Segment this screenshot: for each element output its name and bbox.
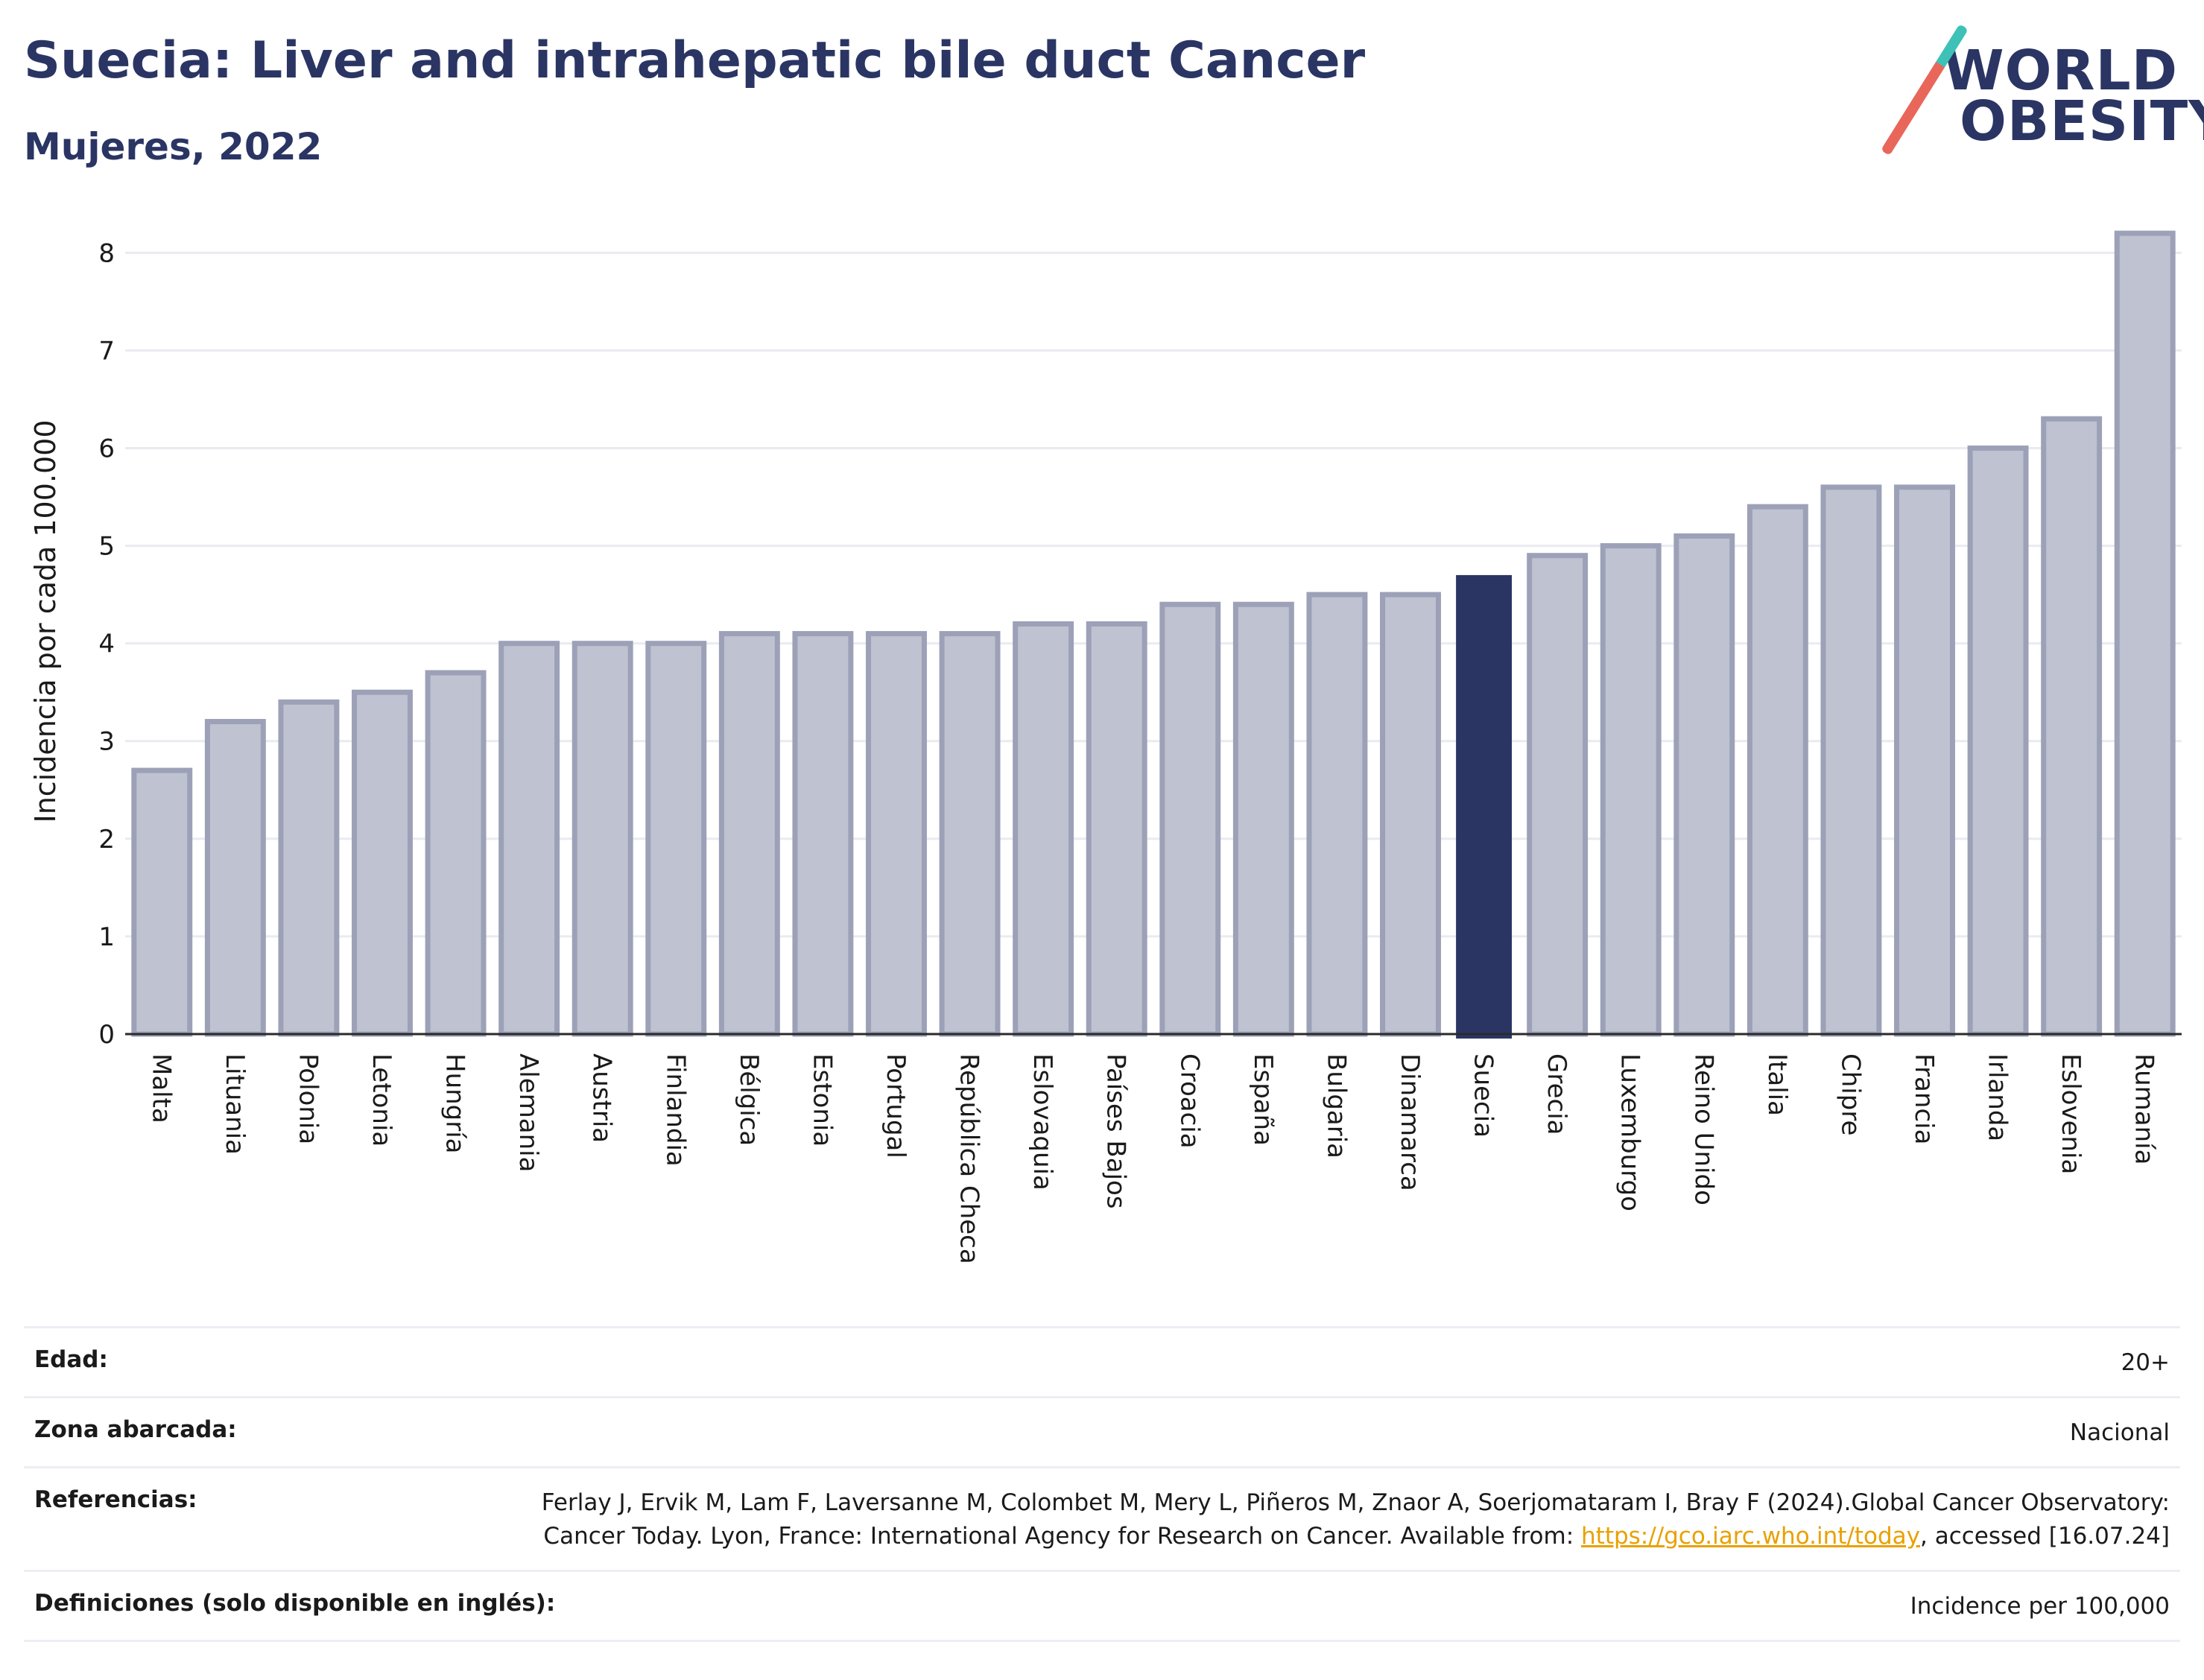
bar-suecia	[1456, 575, 1512, 1039]
bar-países-bajos	[1089, 624, 1144, 1034]
bar-letonia	[355, 692, 411, 1034]
bar-república-checa	[942, 634, 998, 1034]
meta-row-definitions: Definiciones (solo disponible en inglés)…	[24, 1570, 2180, 1642]
bar-dinamarca	[1383, 595, 1439, 1034]
bar-españa	[1235, 604, 1291, 1034]
bar-francia	[1897, 487, 1953, 1034]
references-accessed: , accessed [16.07.24]	[1920, 1523, 2170, 1550]
bar-chipre	[1823, 487, 1879, 1034]
bar-lituania	[207, 722, 263, 1034]
bar-italia	[1749, 507, 1805, 1034]
bar-finlandia	[648, 644, 704, 1034]
x-tick-label: Luxemburgo	[1615, 1053, 1645, 1211]
x-tick-label: Polonia	[293, 1053, 323, 1144]
bar-irlanda	[1970, 448, 2026, 1034]
y-tick-label: 1	[98, 922, 115, 952]
x-tick-label: Países Bajos	[1101, 1053, 1131, 1209]
bar-eslovenia	[2044, 419, 2100, 1034]
age-label: Edad:	[34, 1346, 108, 1373]
bar-hungría	[428, 673, 484, 1034]
bar-bélgica	[721, 634, 777, 1034]
bar-reino-unido	[1676, 536, 1732, 1034]
y-tick-label: 0	[98, 1020, 115, 1050]
x-tick-label: Eslovaquia	[1027, 1053, 1057, 1191]
x-tick-label: República Checa	[954, 1053, 984, 1264]
y-tick-label: 6	[98, 434, 115, 463]
bar-luxemburgo	[1603, 546, 1659, 1034]
x-tick-label: Croacia	[1174, 1053, 1204, 1149]
y-tick-label: 5	[98, 532, 115, 562]
metadata-table: Edad: 20+ Zona abarcada: Nacional Refere…	[24, 1326, 2180, 1642]
definitions-value: Incidence per 100,000	[1910, 1590, 2170, 1623]
bar-portugal	[869, 634, 925, 1034]
x-tick-label: Grecia	[1542, 1053, 1571, 1135]
bar-austria	[574, 644, 630, 1034]
x-tick-label: Irlanda	[1983, 1053, 2013, 1141]
x-tick-label: Francia	[1909, 1053, 1939, 1144]
x-tick-label: Austria	[587, 1053, 617, 1143]
bar-polonia	[281, 702, 337, 1034]
x-tick-label: Italia	[1762, 1053, 1792, 1116]
x-tick-label: Reino Unido	[1688, 1053, 1718, 1205]
age-value: 20+	[2121, 1346, 2170, 1380]
x-tick-label: Hungría	[440, 1053, 470, 1154]
x-tick-label: Alemania	[513, 1053, 543, 1172]
bar-alemania	[501, 644, 557, 1034]
x-tick-label: Estonia	[807, 1053, 837, 1147]
x-tick-label: Finlandia	[660, 1053, 690, 1167]
bar-malta	[134, 770, 190, 1034]
bar-rumanía	[2117, 233, 2173, 1034]
y-axis-title: Incidencia por cada 100.000	[29, 419, 62, 822]
x-tick-label: Rumanía	[2129, 1053, 2159, 1164]
x-tick-label: Chipre	[1835, 1053, 1865, 1135]
x-tick-label: Dinamarca	[1395, 1053, 1425, 1191]
y-tick-label: 4	[98, 630, 115, 659]
definitions-label: Definiciones (solo disponible en inglés)…	[34, 1590, 555, 1617]
x-tick-label: Lituania	[220, 1053, 250, 1155]
bar-grecia	[1530, 556, 1586, 1034]
y-tick-label: 8	[98, 238, 115, 268]
references-link[interactable]: https://gco.iarc.who.int/today	[1581, 1523, 1920, 1550]
x-tick-label: Letonia	[367, 1053, 396, 1147]
meta-row-references: Referencias: Ferlay J, Ervik M, Lam F, L…	[24, 1466, 2180, 1570]
x-tick-label: Bélgica	[734, 1053, 764, 1146]
references-label: Referencias:	[34, 1486, 197, 1513]
references-value: Ferlay J, Ervik M, Lam F, Laversanne M, …	[456, 1486, 2170, 1553]
x-tick-label: Portugal	[881, 1053, 911, 1158]
bar-estonia	[795, 634, 851, 1034]
x-tick-label: Suecia	[1469, 1053, 1498, 1138]
x-tick-label: España	[1248, 1053, 1278, 1146]
y-tick-label: 3	[98, 727, 115, 757]
bar-bulgaria	[1309, 595, 1365, 1034]
y-tick-label: 2	[98, 825, 115, 855]
bar-croacia	[1162, 604, 1218, 1034]
zone-label: Zona abarcada:	[34, 1416, 237, 1443]
x-tick-label: Bulgaria	[1321, 1053, 1351, 1158]
bar-eslovaquia	[1016, 624, 1071, 1034]
y-tick-label: 7	[98, 336, 115, 366]
meta-row-age: Edad: 20+	[24, 1326, 2180, 1396]
x-tick-label: Malta	[146, 1053, 176, 1123]
bar-chart: 0 1 2 3 4 5 6 7 8 Incidencia por cada 100.000 Malt…	[0, 0, 2204, 1311]
meta-row-zone: Zona abarcada: Nacional	[24, 1396, 2180, 1466]
zone-value: Nacional	[2070, 1416, 2170, 1450]
x-tick-label: Eslovenia	[2056, 1053, 2086, 1174]
